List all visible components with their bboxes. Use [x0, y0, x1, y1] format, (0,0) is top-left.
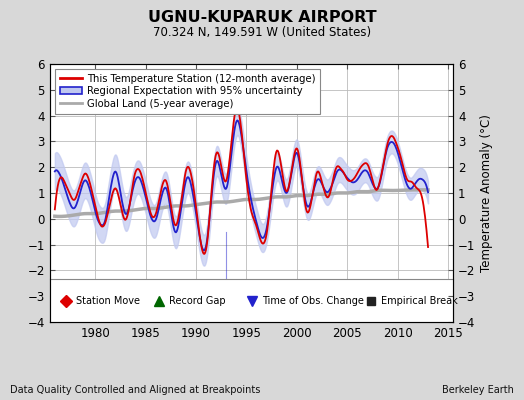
Y-axis label: Temperature Anomaly (°C): Temperature Anomaly (°C)	[479, 114, 493, 272]
Text: Data Quality Controlled and Aligned at Breakpoints: Data Quality Controlled and Aligned at B…	[10, 385, 261, 395]
Legend: This Temperature Station (12-month average), Regional Expectation with 95% uncer: This Temperature Station (12-month avera…	[55, 69, 320, 114]
Text: Berkeley Earth: Berkeley Earth	[442, 385, 514, 395]
Text: 70.324 N, 149.591 W (United States): 70.324 N, 149.591 W (United States)	[153, 26, 371, 39]
Text: UGNU-KUPARUK AIRPORT: UGNU-KUPARUK AIRPORT	[148, 10, 376, 26]
